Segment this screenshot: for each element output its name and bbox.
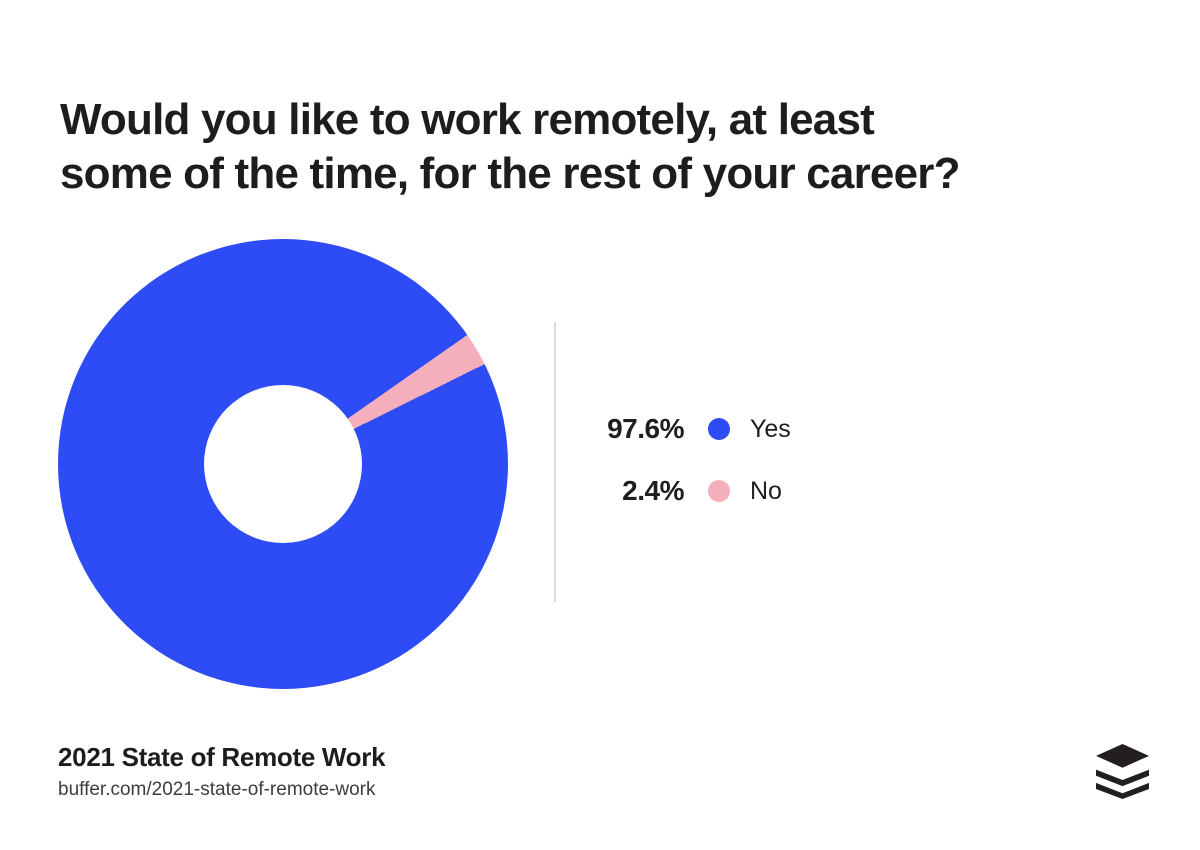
legend-value-no: 2.4% xyxy=(622,475,684,506)
chart-title-line-2: some of the time, for the rest of your c… xyxy=(60,149,960,199)
chart-title: Would you like to work remotely, at leas… xyxy=(60,93,960,201)
donut-hole xyxy=(204,385,362,543)
legend-divider xyxy=(554,322,556,602)
buffer-stack-logo-icon xyxy=(1096,744,1149,799)
logo-chevron-1 xyxy=(1096,769,1149,787)
report-url: buffer.com/2021-state-of-remote-work xyxy=(58,779,376,800)
legend-item-yes: 97.6% Yes xyxy=(596,410,791,448)
chart-legend: 97.6% Yes 2.4% No xyxy=(596,410,791,510)
legend-item-no: 2.4% No xyxy=(596,472,791,510)
donut-chart xyxy=(58,239,508,689)
legend-value-yes: 97.6% xyxy=(607,413,684,444)
chart-title-line-1: Would you like to work remotely, at leas… xyxy=(60,95,875,145)
logo-chevron-2 xyxy=(1096,782,1149,799)
legend-label-no: No xyxy=(750,476,782,505)
legend-dot-no-icon xyxy=(708,480,730,502)
report-title: 2021 State of Remote Work xyxy=(58,742,386,772)
logo-diamond xyxy=(1096,744,1149,768)
legend-dot-yes-icon xyxy=(708,418,730,440)
legend-label-yes: Yes xyxy=(750,414,791,443)
